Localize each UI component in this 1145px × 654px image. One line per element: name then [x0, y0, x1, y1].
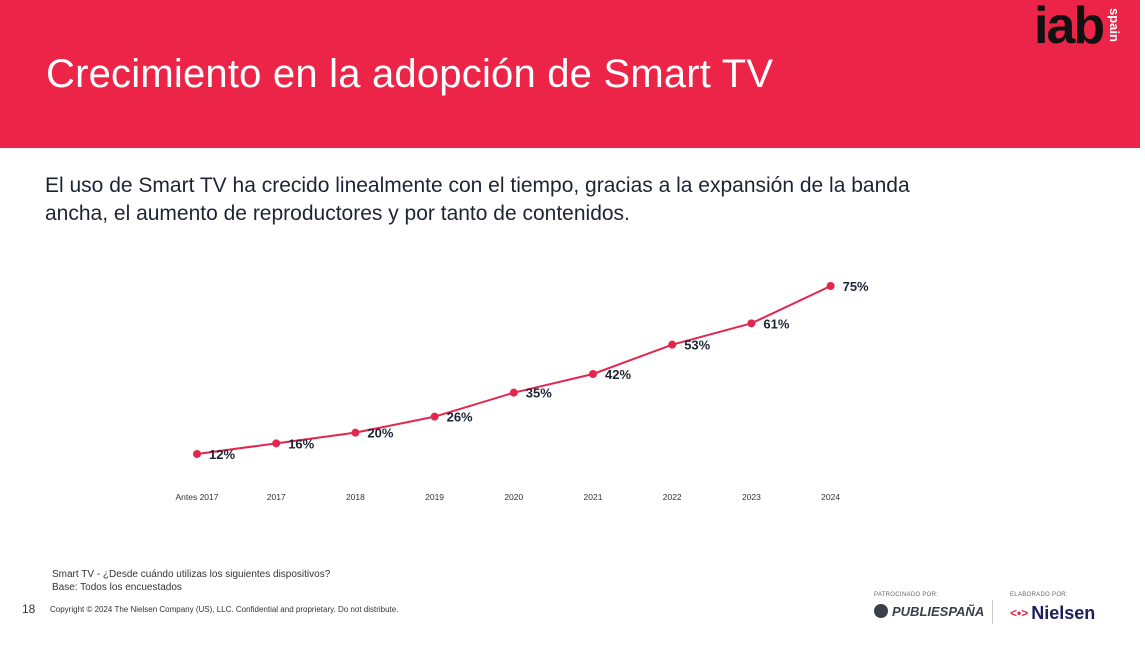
subtitle-line-1: El uso de Smart TV ha crecido linealment…	[45, 174, 910, 197]
data-point	[509, 388, 518, 397]
made-by-label: ELABORADO POR:	[1010, 592, 1068, 598]
x-tick-label: 2024	[821, 492, 840, 502]
data-point	[747, 319, 756, 328]
data-point	[826, 282, 835, 290]
sponsor-label: PATROCINADO POR:	[874, 592, 939, 598]
logo-divider	[992, 600, 993, 624]
footnote: Smart TV - ¿Desde cuándo utilizas los si…	[52, 568, 330, 594]
data-label: 75%	[843, 279, 869, 294]
data-point	[668, 340, 677, 349]
made-by-name: Nielsen	[1031, 603, 1096, 623]
slide-subtitle: El uso de Smart TV ha crecido linealment…	[45, 172, 1045, 228]
iab-spain-logo: iab spain	[1030, 0, 1140, 58]
x-tick-label: 2019	[425, 492, 444, 502]
data-label: 16%	[288, 436, 314, 451]
data-label: 42%	[605, 367, 631, 382]
copyright-text: Copyright © 2024 The Nielsen Company (US…	[50, 605, 399, 614]
data-point	[430, 412, 439, 421]
logo-sub-text: spain	[1107, 8, 1122, 42]
nielsen-icon: <•>	[1010, 606, 1029, 620]
smart-tv-adoption-chart: 12% Antes 2017 16% 2017 20% 2018 26% 2019 35% 202…	[175, 279, 869, 502]
slide-title: Crecimiento en la adopción de Smart TV	[46, 52, 774, 96]
data-point	[193, 450, 201, 458]
publiespana-icon	[874, 604, 888, 618]
data-label: 20%	[367, 426, 393, 441]
series-line	[196, 285, 832, 455]
logo-main-text: iab	[1034, 0, 1105, 55]
data-point	[272, 439, 281, 448]
x-tick-label: Antes 2017	[175, 492, 218, 502]
x-tick-label: 2021	[584, 492, 603, 502]
x-tick-label: 2023	[742, 492, 761, 502]
title-banner: Crecimiento en la adopción de Smart TV i…	[0, 0, 1140, 148]
footnote-question: Smart TV - ¿Desde cuándo utilizas los si…	[52, 569, 331, 580]
data-label: 53%	[684, 338, 710, 353]
data-label: 12%	[209, 447, 235, 462]
data-point	[589, 370, 597, 378]
data-label: 26%	[447, 410, 473, 425]
page-number: 18	[22, 602, 36, 616]
nielsen-logo: <•> Nielsen	[1010, 603, 1095, 624]
x-tick-label: 2020	[504, 492, 523, 502]
data-point	[351, 428, 360, 437]
x-tick-label: 2018	[346, 492, 365, 502]
sponsor-name: PUBLIESPAÑA	[892, 604, 985, 619]
x-tick-label: 2022	[663, 492, 682, 502]
data-label: 61%	[763, 316, 789, 331]
x-tick-label: 2017	[267, 492, 286, 502]
footnote-base: Base: Todos los encuestados	[52, 582, 182, 593]
sponsor-logo: PUBLIESPAÑA	[874, 604, 984, 619]
data-label: 35%	[526, 386, 552, 401]
subtitle-line-2: ancha, el aumento de reproductores y por…	[45, 202, 630, 225]
